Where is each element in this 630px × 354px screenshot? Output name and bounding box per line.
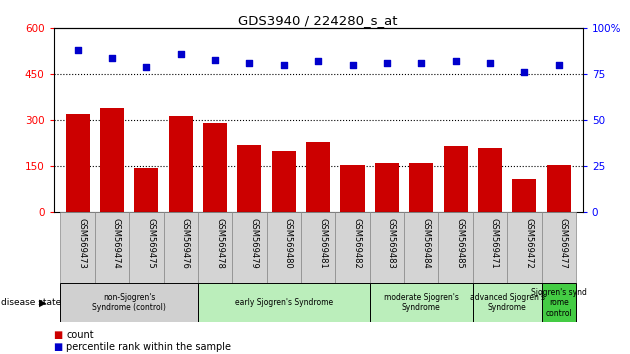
Point xyxy=(450,59,461,64)
Bar xyxy=(94,212,129,283)
Text: ■: ■ xyxy=(54,342,63,352)
Text: advanced Sjogren's
Syndrome: advanced Sjogren's Syndrome xyxy=(469,293,545,312)
Bar xyxy=(198,212,232,283)
Point xyxy=(72,47,83,53)
Point xyxy=(210,57,220,62)
Bar xyxy=(60,212,94,283)
Point xyxy=(416,61,427,66)
Bar xyxy=(335,212,370,283)
Point xyxy=(278,62,289,68)
Bar xyxy=(410,163,433,212)
Text: count: count xyxy=(66,330,94,339)
Title: GDS3940 / 224280_s_at: GDS3940 / 224280_s_at xyxy=(238,14,398,27)
Text: GSM569480: GSM569480 xyxy=(284,218,293,269)
Bar xyxy=(375,163,399,212)
Bar xyxy=(164,212,198,283)
Bar xyxy=(542,212,576,283)
Bar xyxy=(134,168,158,212)
Bar xyxy=(472,212,507,283)
Text: GSM569484: GSM569484 xyxy=(421,218,430,269)
Text: GSM569475: GSM569475 xyxy=(146,218,156,269)
Text: GSM569478: GSM569478 xyxy=(215,218,224,269)
Bar xyxy=(370,212,404,283)
Text: Sjogren's synd
rome
control: Sjogren's synd rome control xyxy=(530,288,587,318)
Text: GSM569476: GSM569476 xyxy=(181,218,190,269)
Bar xyxy=(60,283,198,322)
Bar xyxy=(238,145,261,212)
Bar xyxy=(129,212,164,283)
Text: GSM569485: GSM569485 xyxy=(455,218,464,269)
Bar xyxy=(370,283,472,322)
Text: GSM569482: GSM569482 xyxy=(353,218,362,269)
Text: early Sjogren's Syndrome: early Sjogren's Syndrome xyxy=(235,298,333,307)
Bar xyxy=(100,108,124,212)
Bar xyxy=(478,148,502,212)
Text: GSM569477: GSM569477 xyxy=(559,218,568,269)
Bar xyxy=(340,165,365,212)
Bar xyxy=(203,124,227,212)
Text: GSM569483: GSM569483 xyxy=(387,218,396,269)
Text: disease state: disease state xyxy=(1,298,61,307)
Bar xyxy=(232,212,266,283)
Point xyxy=(382,61,392,66)
Text: ■: ■ xyxy=(54,330,63,339)
Text: percentile rank within the sample: percentile rank within the sample xyxy=(66,342,231,352)
Point xyxy=(176,51,186,57)
Bar xyxy=(66,114,89,212)
Text: GSM569473: GSM569473 xyxy=(77,218,86,269)
Bar xyxy=(472,283,542,322)
Bar xyxy=(272,151,296,212)
Bar xyxy=(306,142,330,212)
Point xyxy=(519,70,529,75)
Bar xyxy=(169,116,193,212)
Bar xyxy=(542,283,576,322)
Text: ▶: ▶ xyxy=(39,298,47,308)
Text: non-Sjogren's
Syndrome (control): non-Sjogren's Syndrome (control) xyxy=(92,293,166,312)
Bar xyxy=(547,165,571,212)
Bar xyxy=(266,212,301,283)
Bar xyxy=(444,147,467,212)
Point xyxy=(554,62,564,68)
Bar xyxy=(301,212,335,283)
Text: GSM569471: GSM569471 xyxy=(490,218,499,269)
Point xyxy=(485,61,495,66)
Point xyxy=(107,55,117,61)
Point xyxy=(141,64,151,70)
Bar xyxy=(438,212,472,283)
Text: GSM569481: GSM569481 xyxy=(318,218,327,269)
Bar xyxy=(512,179,536,212)
Bar xyxy=(507,212,542,283)
Text: GSM569472: GSM569472 xyxy=(524,218,534,269)
Bar xyxy=(404,212,438,283)
Text: GSM569474: GSM569474 xyxy=(112,218,121,269)
Text: GSM569479: GSM569479 xyxy=(249,218,258,269)
Point xyxy=(313,59,323,64)
Bar xyxy=(198,283,370,322)
Text: moderate Sjogren's
Syndrome: moderate Sjogren's Syndrome xyxy=(384,293,459,312)
Point xyxy=(348,62,358,68)
Point xyxy=(244,61,255,66)
